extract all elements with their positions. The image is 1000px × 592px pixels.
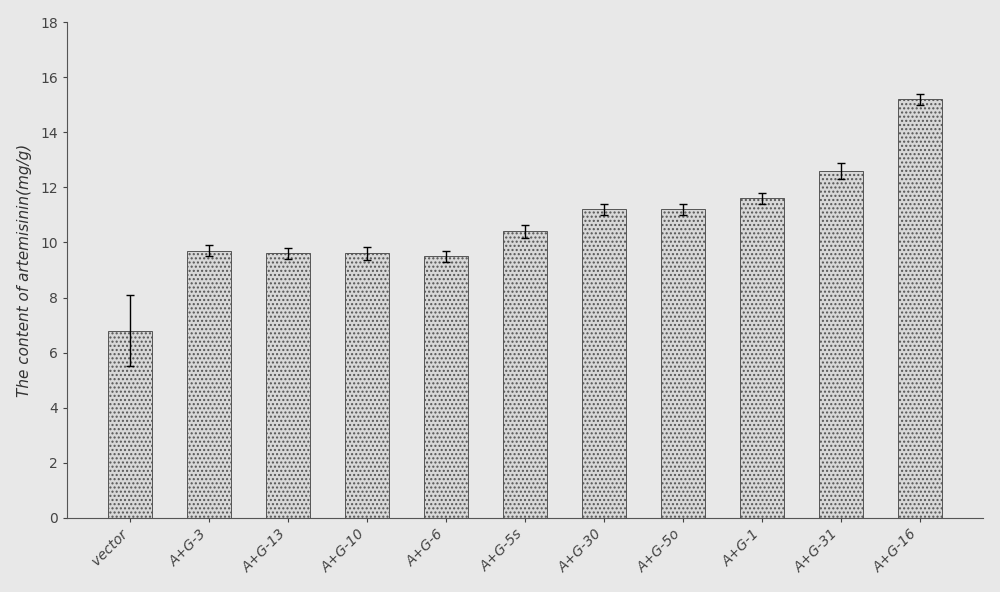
Bar [503, 231, 547, 518]
Bar [661, 210, 705, 518]
Bar [266, 253, 310, 518]
Bar [108, 330, 152, 518]
Bar [898, 99, 942, 518]
Bar [187, 250, 231, 518]
Bar [345, 253, 389, 518]
Y-axis label: The content of artemisinin(mg/g): The content of artemisinin(mg/g) [17, 143, 32, 397]
Bar [582, 210, 626, 518]
Bar [819, 171, 863, 518]
Bar [424, 256, 468, 518]
Bar [740, 198, 784, 518]
